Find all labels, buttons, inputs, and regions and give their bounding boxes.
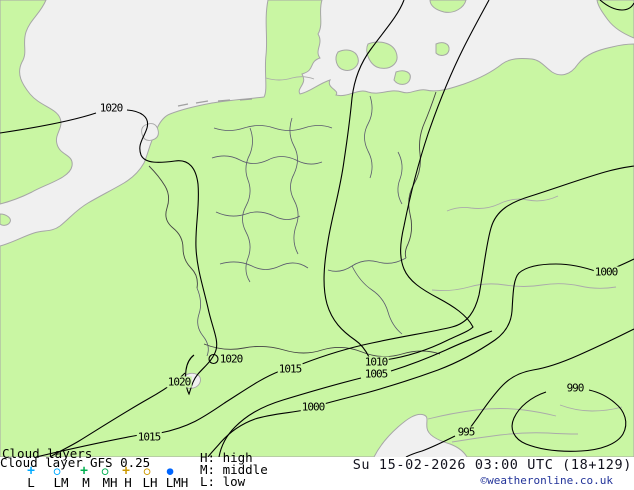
isobar-1005 [218, 330, 493, 457]
legend-model: GFS 0.25 [90, 455, 151, 470]
isobar-1020-north [0, 109, 218, 396]
cloud-symbol-lm-icon: ○ [53, 464, 61, 478]
land-britain [0, 0, 73, 205]
cloud-symbol-label-h: H [124, 475, 132, 490]
legend-key-high: H: high [200, 450, 253, 465]
cloud-symbol-label-m: M [82, 475, 90, 490]
island-fyn [335, 49, 359, 71]
cloud-symbol-mh-icon: ○ [101, 464, 109, 478]
run-datetime: Su 15-02-2026 03:00 UTC (18+129) [352, 457, 632, 473]
isobar-contours [0, 0, 634, 457]
contour-label-1005-6: 1005 [363, 367, 389, 381]
cloud-symbol-m-icon: + [80, 463, 88, 479]
contour-label-1000-7: 1000 [300, 400, 326, 414]
island-moen [429, 0, 467, 13]
legend-key-middle: M: middle [200, 462, 268, 477]
cloud-symbol-label-lh: LH [142, 475, 158, 490]
contour-label-990-10: 990 [565, 381, 585, 395]
contour-label-995-9: 995 [456, 425, 476, 439]
island-zealand [366, 41, 398, 69]
isobar-990-loop [511, 389, 627, 452]
legend-title: Cloud layer [0, 455, 83, 470]
land-britain-fragment [0, 213, 11, 226]
cloud-symbol-label-l: L [27, 475, 35, 490]
legend-key-low: L: low [200, 474, 246, 489]
contour-label-1020-0: 1020 [98, 101, 124, 115]
cloud-symbol-label-lmh: LMH [165, 475, 189, 490]
contour-label-1015-4: 1015 [136, 430, 162, 444]
lake-small [141, 123, 159, 141]
contour-label-1020-1: 1020 [218, 352, 244, 366]
cloud-symbol-lh-icon: ○ [143, 464, 151, 478]
cloud-symbol-lmh-icon: ● [166, 464, 174, 478]
cloud-symbol-label-lm: LM [53, 475, 69, 490]
isobar-1010 [323, 0, 490, 361]
isobar-corner [599, 0, 634, 11]
state-borders [196, 95, 407, 357]
light-borders [265, 76, 623, 443]
cloud-symbol-l-icon: + [27, 463, 35, 479]
legend-title-overlay: Cloud layers [2, 446, 93, 461]
contour-label-1020-2: 1020 [166, 375, 192, 389]
isobar-1020-closed [208, 353, 219, 365]
contour-label-1010-5: 1010 [363, 355, 389, 369]
pressure-contour-map [0, 0, 634, 457]
cloud-symbol-label-mh: MH [102, 475, 118, 490]
copyright-credit: ©weatheronline.co.uk [480, 474, 613, 487]
cloud-symbol-h-icon: + [122, 463, 130, 479]
isobar-995 [405, 328, 634, 457]
island-falster [393, 70, 411, 85]
contour-label-1000-8: 1000 [593, 265, 619, 279]
contour-label-1015-3: 1015 [277, 362, 303, 376]
frisian-islands [177, 98, 253, 107]
isobar-1015 [35, 165, 634, 457]
island-bornholm [435, 42, 450, 56]
